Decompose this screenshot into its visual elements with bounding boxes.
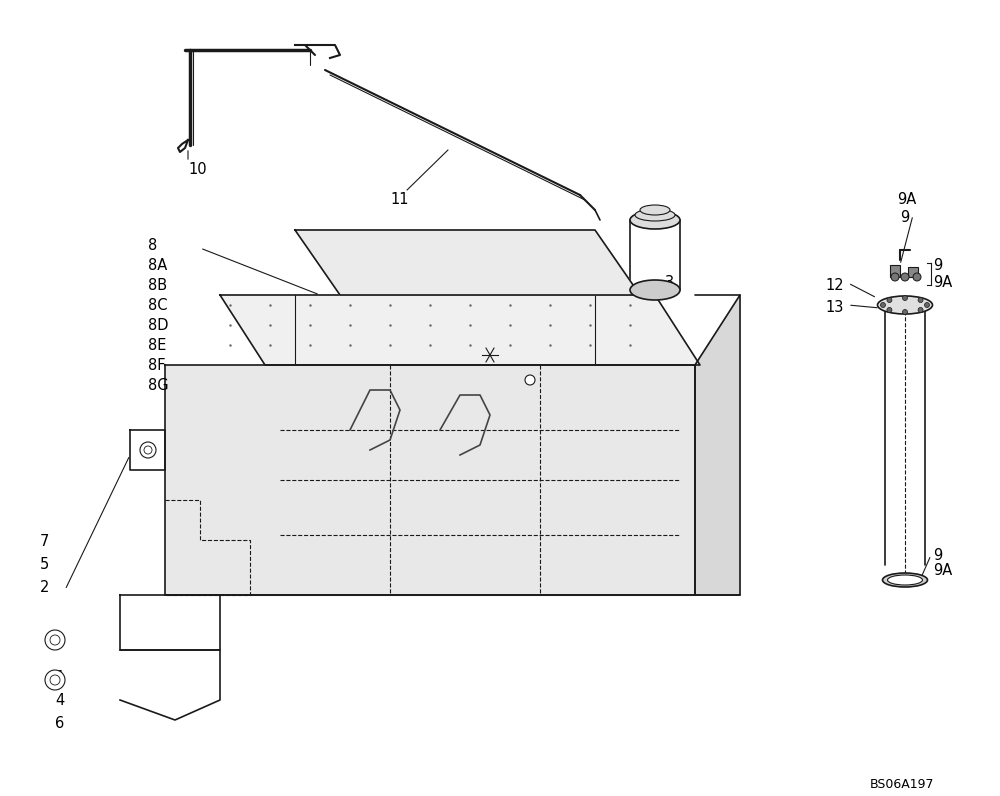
- Text: 13: 13: [825, 300, 843, 315]
- Ellipse shape: [630, 280, 680, 300]
- Text: 8C: 8C: [148, 298, 168, 313]
- Text: 2: 2: [40, 580, 49, 595]
- Text: 9: 9: [900, 210, 909, 225]
- Text: 9A: 9A: [933, 275, 952, 290]
- Text: 8B: 8B: [148, 278, 167, 293]
- Ellipse shape: [878, 296, 932, 314]
- Text: 8E: 8E: [148, 338, 166, 353]
- Circle shape: [50, 675, 60, 685]
- Ellipse shape: [640, 205, 670, 215]
- Text: BS06A197: BS06A197: [870, 778, 934, 791]
- Circle shape: [891, 273, 899, 281]
- Circle shape: [913, 273, 921, 281]
- Text: 9: 9: [933, 258, 942, 273]
- Text: 4: 4: [55, 693, 64, 708]
- Circle shape: [902, 295, 908, 301]
- Bar: [908, 267, 918, 277]
- Text: 12: 12: [825, 278, 844, 293]
- Text: 8F: 8F: [148, 358, 166, 373]
- Polygon shape: [220, 295, 700, 365]
- Text: 9A: 9A: [933, 563, 952, 578]
- Text: 8: 8: [148, 238, 157, 253]
- Text: 1: 1: [55, 670, 64, 685]
- Polygon shape: [295, 230, 640, 295]
- Circle shape: [918, 298, 923, 302]
- Circle shape: [924, 302, 930, 307]
- Circle shape: [901, 273, 909, 281]
- Circle shape: [918, 307, 923, 313]
- Ellipse shape: [635, 209, 675, 221]
- Ellipse shape: [630, 211, 680, 229]
- Circle shape: [144, 446, 152, 454]
- Text: 3: 3: [665, 275, 674, 290]
- Text: 5: 5: [40, 557, 49, 572]
- Text: 8G: 8G: [148, 378, 169, 393]
- Text: 11: 11: [390, 192, 409, 207]
- Circle shape: [140, 442, 156, 458]
- Polygon shape: [165, 365, 695, 595]
- Circle shape: [902, 310, 908, 314]
- Text: 8A: 8A: [148, 258, 167, 273]
- Text: 10: 10: [188, 162, 207, 177]
- Circle shape: [887, 298, 892, 302]
- Text: 8D: 8D: [148, 318, 168, 333]
- Text: 7: 7: [40, 534, 49, 549]
- Circle shape: [45, 670, 65, 690]
- Ellipse shape: [888, 575, 922, 585]
- Text: 9: 9: [933, 548, 942, 563]
- Bar: [890, 265, 900, 277]
- Circle shape: [887, 307, 892, 313]
- Text: 9A: 9A: [897, 192, 916, 207]
- Text: 6: 6: [55, 716, 64, 731]
- Circle shape: [50, 635, 60, 645]
- Circle shape: [45, 630, 65, 650]
- Ellipse shape: [883, 573, 928, 587]
- Circle shape: [525, 375, 535, 385]
- Circle shape: [881, 302, 886, 307]
- Polygon shape: [695, 295, 740, 595]
